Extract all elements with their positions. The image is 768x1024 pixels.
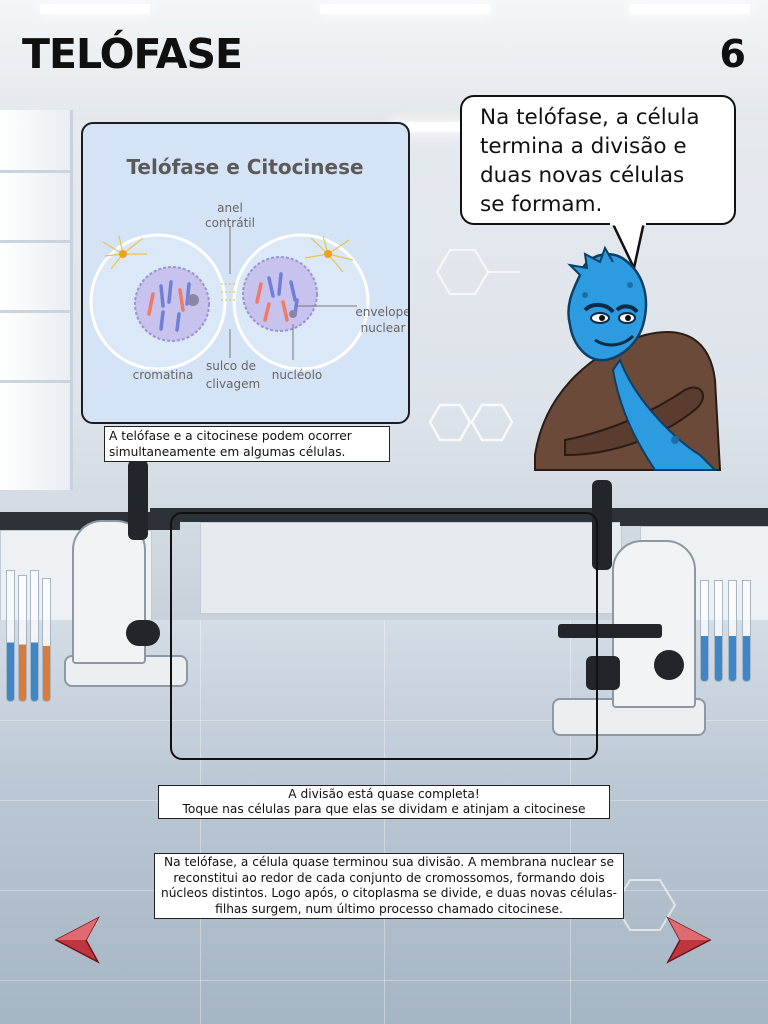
test-tube [714,580,723,682]
nucleus-left [134,266,210,342]
speech-line-4: se formam. [480,192,603,217]
centrosome-left [119,250,127,258]
page-number: 6 [719,32,746,76]
speech-line-2: termina a divisão e [480,134,687,159]
speech-bubble-tail [610,222,646,272]
nucleolus-right [289,310,297,318]
test-tube [700,580,709,682]
instruction-caption: A divisão está quase completa! Toque nas… [158,785,610,819]
diagram-caption: A telófase e a citocinese podem ocorrer … [104,426,390,462]
label-anel-line2: contrátil [205,216,255,230]
prev-page-button[interactable] [54,916,110,964]
microscope-knob [654,650,684,680]
right-bench [620,508,768,526]
instruction-line-2: Toque nas células para que elas se divid… [182,802,586,816]
microscope-stage [558,624,662,638]
centrosome-right [324,250,332,258]
ceiling-light [630,4,750,14]
back-bench [150,508,620,522]
microscope-eyepiece [128,460,148,540]
diagram-svg: Telófase e Citocinese [89,155,408,391]
speech-line-1: Na telófase, a célula [480,105,700,130]
back-cabinet [200,522,622,614]
label-envelope-line1: envelope [355,305,408,319]
page-title: TELÓFASE [22,30,243,78]
ceiling-light [40,4,150,14]
diagram-title: Telófase e Citocinese [126,155,363,179]
test-tube [18,575,27,702]
cell-division-interaction-area[interactable] [170,512,598,760]
ceiling-light [390,122,470,132]
speech-bubble: Na telófase, a célula termina a divisão … [460,95,736,225]
arrow-right-icon [666,916,712,964]
test-tube [728,580,737,682]
telophase-diagram: Telófase e Citocinese [81,122,410,424]
next-page-button[interactable] [656,916,712,964]
microscope-knob [126,620,160,646]
test-tube [42,578,51,702]
speech-line-3: duas novas células [480,163,685,188]
mascot-character [534,245,722,471]
window [0,110,73,490]
label-nucleolo: nucléolo [272,368,323,382]
label-sulco-line1: sulco de [206,359,256,373]
molecule-decoration [435,249,520,295]
explanation-text: Na telófase, a célula quase terminou sua… [154,853,624,919]
pointer-dot [187,294,199,306]
molecule-decoration [428,403,514,442]
test-tube [30,570,39,702]
microscope-knob [586,656,620,690]
instruction-line-1: A divisão está quase completa! [288,787,480,801]
label-pointers [229,227,357,360]
ceiling-light [320,4,490,14]
label-envelope-line2: nuclear [361,321,406,335]
label-anel-line1: anel [217,201,243,215]
arrow-left-icon [54,916,100,964]
test-tube [742,580,751,682]
test-tube [6,570,15,702]
label-cromatina: cromatina [133,368,194,382]
label-sulco-line2: clivagem [206,377,260,391]
